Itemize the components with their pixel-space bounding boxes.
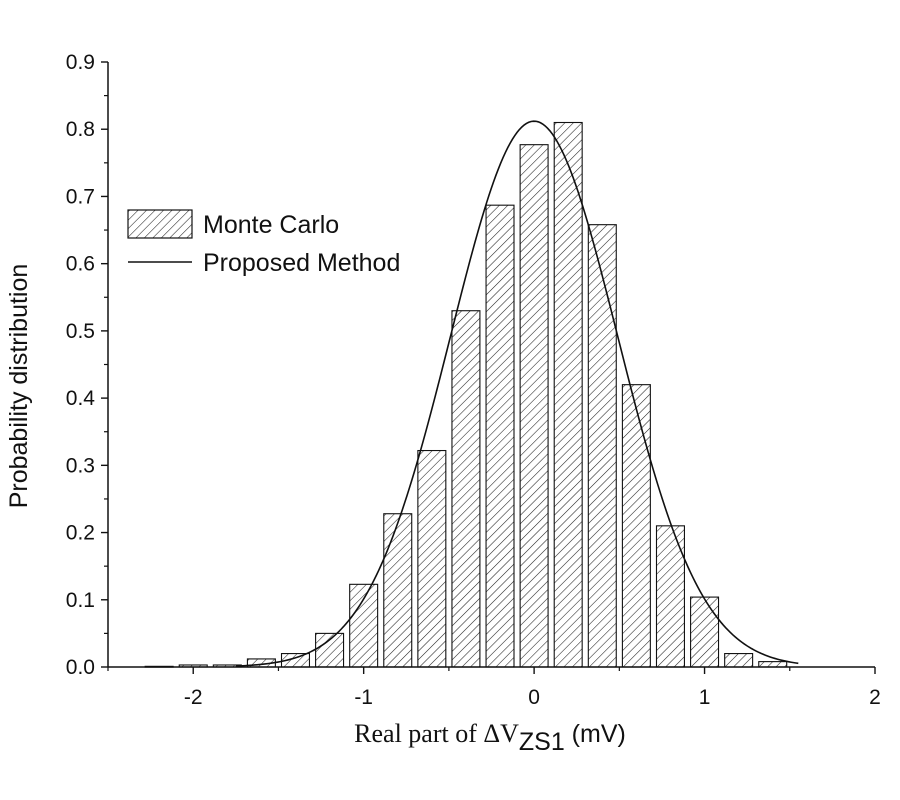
y-tick-label: 0.1: [66, 589, 95, 612]
x-axis-label: Real part of ΔVZS1 (mV): [354, 719, 626, 756]
x-axis-label-subscript: ZS1: [519, 728, 565, 756]
y-tick-label: 0.5: [66, 320, 95, 343]
y-tick-label: 0.2: [66, 522, 95, 545]
legend-label-monte-carlo: Monte Carlo: [203, 211, 339, 239]
bar-monte-carlo: [485, 204, 515, 668]
legend-label-proposed-method: Proposed Method: [203, 249, 400, 277]
legend: Monte Carlo Proposed Method: [127, 209, 400, 277]
x-axis-label-unit: (mV): [565, 720, 626, 748]
bar-monte-carlo: [690, 596, 720, 668]
y-tick-label: 0.6: [66, 253, 95, 276]
histogram-bars: [144, 121, 788, 668]
x-tick-label: 1: [699, 686, 711, 709]
y-tick-label: 0.8: [66, 118, 95, 141]
x-tick-label: -2: [184, 686, 203, 709]
bar-monte-carlo: [349, 583, 379, 668]
bar-monte-carlo: [519, 144, 549, 668]
bar-monte-carlo: [417, 449, 447, 668]
bar-monte-carlo: [383, 513, 413, 668]
bar-monte-carlo: [724, 653, 754, 668]
legend-swatch-monte-carlo: [127, 209, 193, 239]
y-axis-label: Probability distribution: [5, 264, 33, 509]
bar-monte-carlo: [587, 224, 617, 668]
y-tick-label: 0.0: [66, 656, 95, 679]
y-tick-label: 0.7: [66, 185, 95, 208]
x-tick-label: 0: [528, 686, 540, 709]
bar-monte-carlo: [621, 384, 651, 668]
y-tick-label: 0.3: [66, 454, 95, 477]
y-tick-label: 0.9: [66, 51, 95, 74]
x-axis-label-prefix: Real part of: [354, 719, 483, 748]
bar-monte-carlo: [315, 632, 345, 668]
y-tick-label: 0.4: [66, 387, 96, 410]
curve-proposed-method: [235, 120, 799, 667]
curve-layer: [235, 120, 799, 667]
x-tick-label: -1: [354, 686, 373, 709]
x-axis-label-symbol: ΔV: [483, 719, 519, 748]
x-tick-label: 2: [869, 686, 881, 709]
bar-monte-carlo: [451, 310, 481, 668]
ticks: 0.0 0.1 0.2 0.3 0.4 0.5 0.6 0.7 0.8 0.9 -2 -1 0 1 2: [66, 51, 881, 709]
bar-monte-carlo: [553, 121, 583, 668]
bar-monte-carlo: [758, 661, 788, 668]
